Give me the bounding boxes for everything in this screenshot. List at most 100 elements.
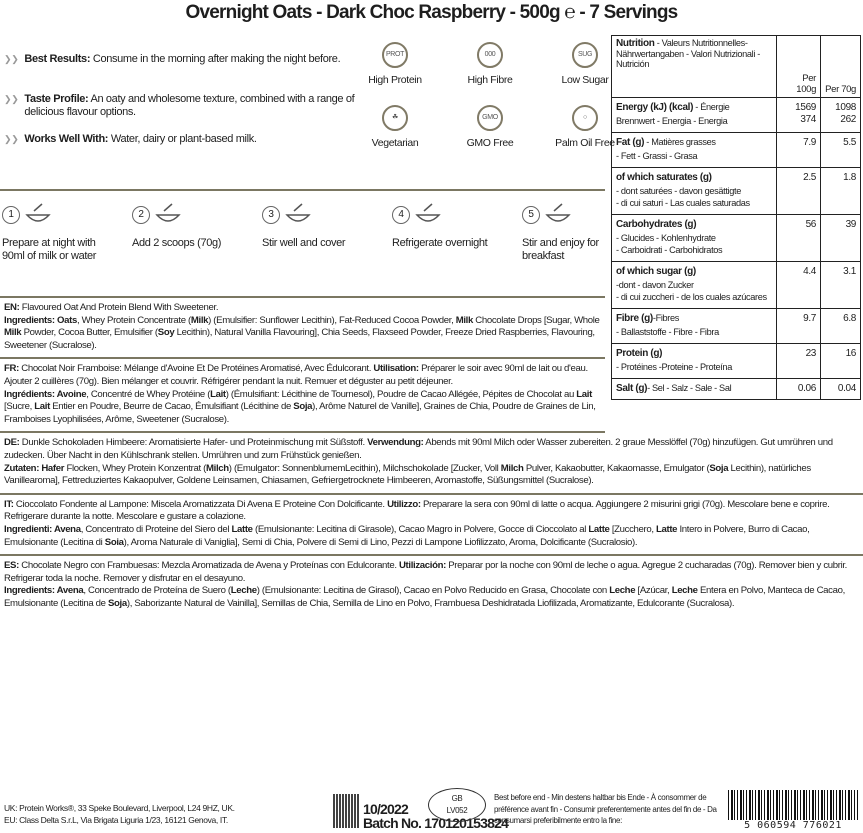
step-number: 4 [392,205,410,224]
step-item: 2 Add 2 scoops (70g) [132,201,242,250]
nutrient-translations: - Fett - Grassi - Grasa [616,151,698,161]
nutrient-value: 5.5 [820,132,861,168]
badge: SUG Low Sugar [545,42,625,86]
scoop-icon [154,201,182,227]
nutrient-name: Salt (g)- Sel - Salz - Sale - Sal [611,378,777,400]
step-item: 3 Stir well and cover [262,201,372,250]
feature-text: Best Results: Consume in the morning aft… [24,53,354,66]
health-mark-oval: GB LV052 [428,788,486,822]
feature-label: Works Well With: [24,133,109,145]
step-item: 5 Stir and enjoy for breakfast [522,201,632,263]
step-number: 1 [2,205,20,224]
step-text: Prepare at night with 90ml of milk or wa… [2,237,97,262]
nutrient-label: Carbohydrates (g) [616,219,697,230]
uk-address: UK: Protein Works®, 33 Speke Boulevard, … [4,803,235,813]
ingredients-section-it: IT: Cioccolato Fondente al Lampone: Misc… [0,495,863,557]
nutrient-value: 7.9 [776,132,821,168]
nutrient-translations: Brennwert - Energia - Energia [616,116,728,126]
nutrient-label: of which saturates (g) [616,172,712,183]
nutrient-label: of which sugar (g) [616,266,696,277]
step-number: 3 [262,205,280,224]
feature-text: Works Well With: Water, dairy or plant-b… [24,133,354,146]
features-section: ❯❯ Best Results: Consume in the morning a… [0,35,615,191]
column-header: Per 100g [776,35,821,98]
nutrient-label: Fat (g) [616,137,645,148]
nutrient-value: 39 [820,214,861,262]
nutrition-row: of which sugar (g) -dont - davon Zucker -… [611,261,861,309]
barcode-number: 5 060594 776021 [744,820,842,831]
nutrient-value: 0.06 [776,378,821,400]
nutrient-name: Fat (g) - Matières grasses - Fett - Grass… [611,132,777,168]
nutrient-label-fr: - Sel - Salz - Sale - Sal [647,383,732,393]
nutrient-translations: - Ballaststoffe - Fibre - Fibra [616,327,719,337]
nutrient-label-fr: -Fibres [652,313,679,323]
nutrient-name: Fibre (g)-Fibres - Ballaststoffe - Fibre … [611,308,777,344]
nutrient-value: 0.04 [820,378,861,400]
fibre-icon: 000 [477,42,503,68]
step-number: 5 [522,205,540,224]
barcode-icon [728,790,858,820]
nutrition-row: Fibre (g)-Fibres - Ballaststoffe - Fibre … [611,308,861,344]
nutrition-table: Nutrition - Valeurs Nutritionnelles- Näh… [611,35,861,400]
badge: 000 High Fibre [450,42,530,86]
nutrition-header-row: Nutrition - Valeurs Nutritionnelles- Näh… [611,35,861,98]
badge: ○ Palm Oil Free [545,105,625,149]
fridge-icon [414,201,442,227]
nutrient-translations: - Protéines -Proteine - Proteína [616,362,732,372]
ingredients-section-de: DE: Dunkle Schokoladen Himbeere: Aromati… [0,433,863,495]
badge-label: Low Sugar [561,74,609,86]
nutrient-name: of which sugar (g) -dont - davon Zucker -… [611,261,777,309]
nutrient-label: Fibre (g) [616,313,653,324]
feature-label: Taste Profile: [24,93,89,105]
low-sugar-icon: SUG [572,42,598,68]
nutrient-label-fr: - Énergie [693,102,730,112]
nutrition-title-langs: - Valeurs Nutritionnelles- Nährwertangab… [616,38,760,69]
badge: PROT High Protein [355,42,435,86]
nutrient-value: 4.4 [776,261,821,309]
best-before-text: Best before end - Min destens haltbar bi… [494,793,717,825]
double-arrow-icon: ❯❯ [4,134,19,144]
footer: UK: Protein Works®, 33 Speke Boulevard, … [0,788,863,833]
bowl-sun-icon [544,201,572,227]
nutrient-value: 9.7 [776,308,821,344]
nutrient-value: 1569 374 [776,97,821,133]
badge: GMO GMO Free [450,105,530,149]
double-arrow-icon: ❯❯ [4,54,19,64]
badge-label: High Fibre [467,74,513,86]
nutrient-translations: -dont - davon Zucker - di cui zuccheri -… [616,280,767,302]
badge-label: Palm Oil Free [555,137,615,149]
protein-house-icon: PROT [382,42,408,68]
nutrient-value: 1.8 [820,167,861,215]
nutrient-value: 6.8 [820,308,861,344]
preparation-steps: 1 Prepare at night with 90ml of milk or w… [0,191,605,298]
step-text: Refrigerate overnight [392,237,488,249]
step-item: 4 Refrigerate overnight [392,201,502,250]
step-item: 1 Prepare at night with 90ml of milk or w… [2,201,112,263]
stir-icon [284,201,312,227]
nutrition-row: Energy (kJ) (kcal) - Énergie Brennwert - … [611,97,861,133]
batch-number: Batch No. 170120153824 [363,815,509,831]
step-number: 2 [132,205,150,224]
drop-icon: ○ [572,105,598,131]
step-text: Stir and enjoy for breakfast [522,237,599,262]
nutrition-row: Protein (g) - Protéines -Proteine - Prote… [611,343,861,379]
ingredients-section-en: EN: Flavoured Oat And Protein Blend With… [0,298,605,360]
nutrient-name: Energy (kJ) (kcal) - Énergie Brennwert - … [611,97,777,133]
badge: ☘ Vegetarian [355,105,435,149]
column-header: Per 70g [820,35,861,98]
feature-text: Taste Profile: An oaty and wholesome tex… [24,93,354,119]
badge-label: Vegetarian [371,137,419,149]
qr-code-icon [333,794,359,828]
nutrient-label-fr: - Matières grasses [644,137,716,147]
feature-label: Best Results: [24,53,91,65]
eu-address: EU: Class Delta S.r.L, Via Brigata Ligur… [4,815,228,825]
badge-label: GMO Free [466,137,514,149]
nutrition-row: Carbohydrates (g) - Glucides - Kohlenhydr… [611,214,861,262]
double-arrow-icon: ❯❯ [4,94,19,104]
nutrition-row: Fat (g) - Matières grasses - Fett - Grass… [611,132,861,168]
nutrient-value: 23 [776,343,821,379]
ingredients-section-fr: FR: Chocolat Noir Framboise: Mélange d'A… [0,359,605,434]
nutrient-label: Protein (g) [616,348,663,359]
step-text: Stir well and cover [262,237,346,249]
feature-item: ❯❯ Works Well With: Water, dairy or plant… [4,133,364,146]
